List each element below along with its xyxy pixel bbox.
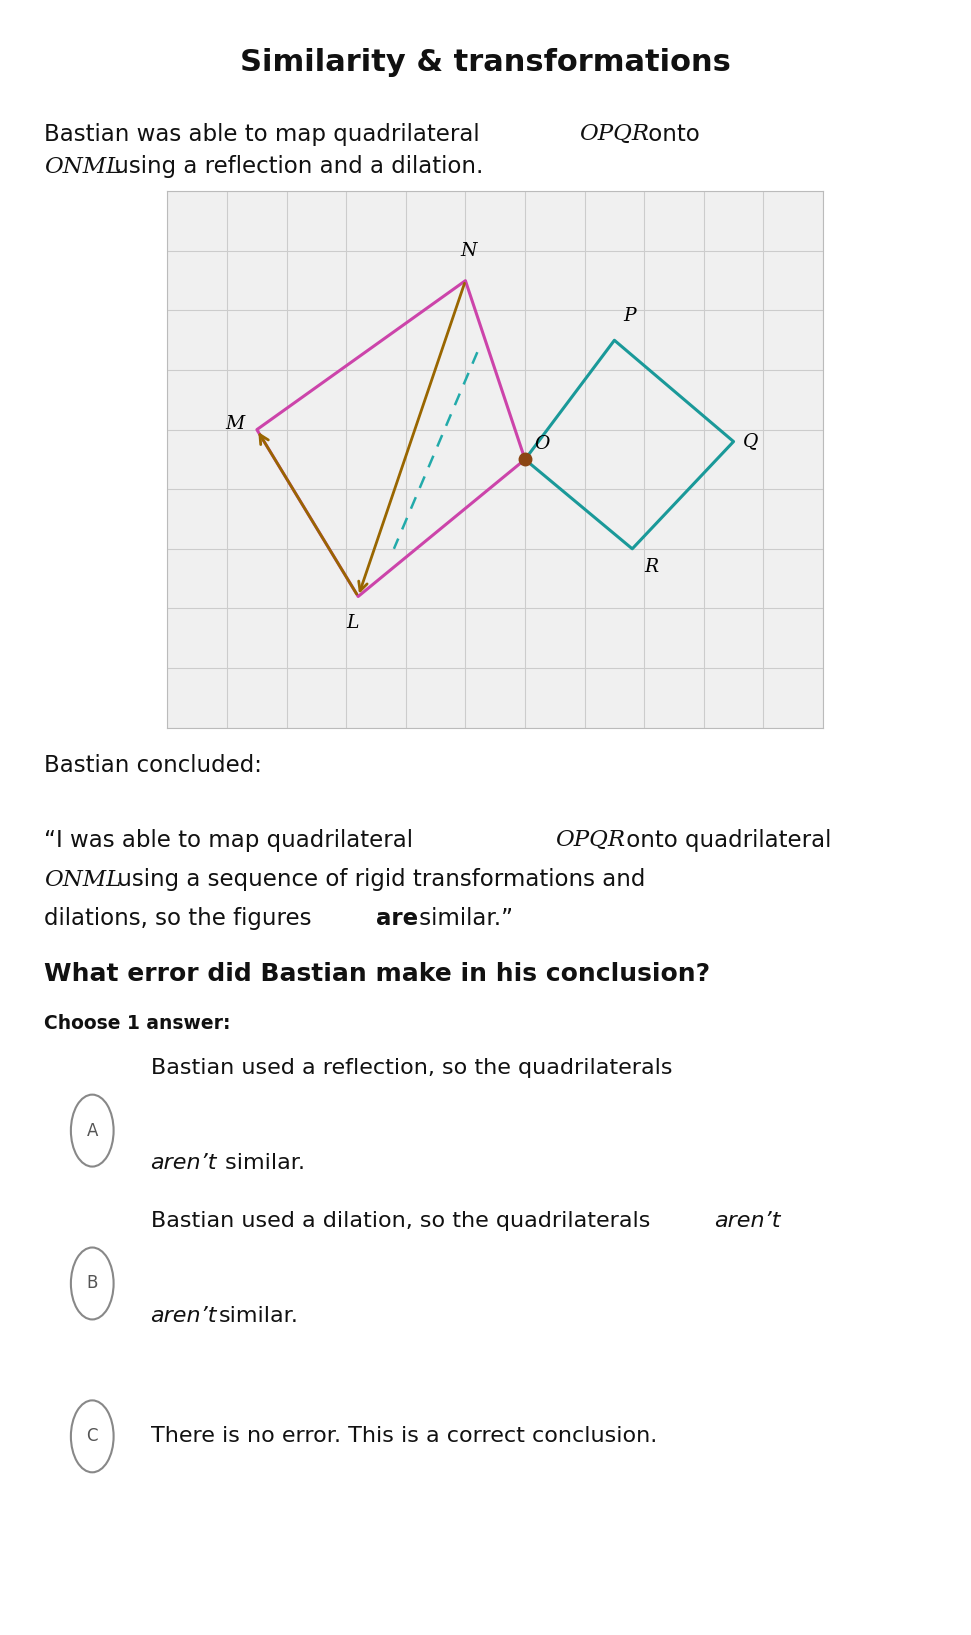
Text: similar.: similar. [218,1153,306,1174]
Text: aren’t: aren’t [714,1212,780,1231]
Text: onto: onto [641,123,700,146]
Text: What error did Bastian make in his conclusion?: What error did Bastian make in his concl… [44,963,710,986]
Text: OPQR: OPQR [579,123,649,146]
Text: There is no error. This is a correct conclusion.: There is no error. This is a correct con… [151,1426,656,1447]
Text: similar.: similar. [218,1306,298,1326]
Text: are: are [376,907,418,930]
Text: O: O [534,435,550,453]
Text: Bastian was able to map quadrilateral: Bastian was able to map quadrilateral [44,123,486,146]
Text: C: C [86,1427,98,1445]
Text: dilations, so the figures: dilations, so the figures [44,907,318,930]
Text: Q: Q [743,433,758,451]
Text: R: R [644,558,658,576]
Text: Choose 1 answer:: Choose 1 answer: [44,1014,230,1033]
Text: “I was able to map quadrilateral: “I was able to map quadrilateral [44,829,419,852]
Text: Bastian concluded:: Bastian concluded: [44,754,261,777]
Text: onto quadrilateral: onto quadrilateral [619,829,831,852]
Text: N: N [460,242,477,260]
Text: B: B [86,1274,98,1293]
Text: Similarity & transformations: Similarity & transformations [240,47,731,77]
Text: aren’t: aren’t [151,1306,217,1326]
Text: Bastian used a dilation, so the quadrilaterals: Bastian used a dilation, so the quadrila… [151,1212,650,1231]
Text: P: P [623,307,636,325]
Text: A: A [86,1122,98,1140]
Text: ONML: ONML [44,155,121,178]
Text: L: L [346,615,358,633]
Text: using a reflection and a dilation.: using a reflection and a dilation. [107,155,484,178]
Text: using a sequence of rigid transformations and: using a sequence of rigid transformation… [110,868,645,891]
Text: similar.”: similar.” [412,907,513,930]
Text: Bastian used a reflection, so the quadrilaterals: Bastian used a reflection, so the quadri… [151,1058,672,1079]
Text: ONML: ONML [44,868,121,891]
Text: M: M [225,415,245,433]
Text: aren’t: aren’t [151,1153,217,1174]
Text: OPQR: OPQR [555,829,625,852]
